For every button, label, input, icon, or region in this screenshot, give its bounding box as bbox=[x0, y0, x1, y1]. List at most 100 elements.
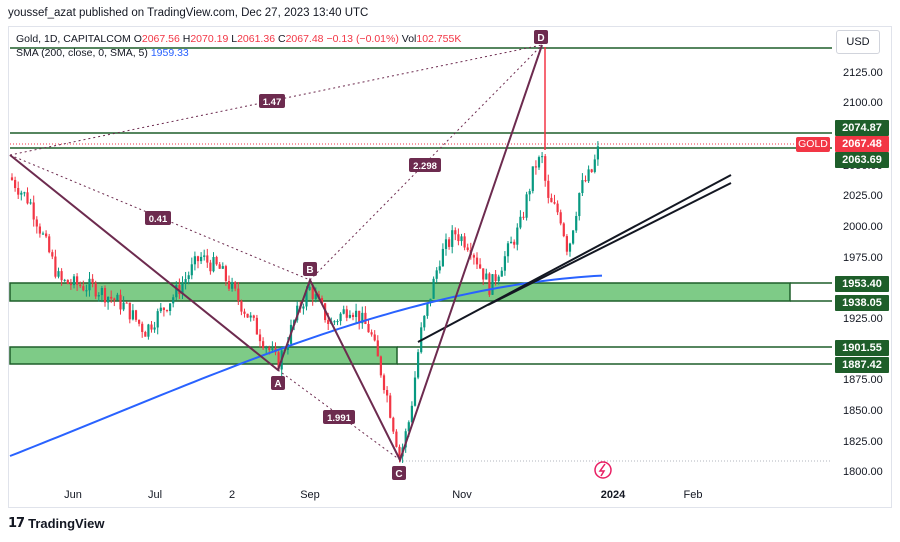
trend-channel-upper bbox=[417, 174, 732, 343]
candle-body bbox=[14, 179, 17, 189]
candle-body bbox=[506, 243, 510, 257]
candle-body bbox=[361, 312, 364, 324]
candle-body bbox=[392, 417, 395, 432]
candle-body bbox=[252, 315, 255, 318]
candle-body bbox=[128, 302, 131, 320]
ratio-2-label: 2.298 bbox=[413, 161, 437, 172]
candle-body bbox=[94, 283, 97, 297]
candle-body bbox=[35, 219, 38, 227]
candle-body bbox=[187, 275, 190, 280]
ratio-4-label: 1.991 bbox=[327, 413, 351, 424]
currency-selector[interactable]: USD bbox=[836, 30, 880, 54]
candle-body bbox=[41, 233, 45, 235]
candle-body bbox=[494, 274, 497, 282]
candle-body bbox=[413, 377, 417, 406]
legend-ohlc-row: Gold, 1D, CAPITALCOM O2067.56 H2070.19 L… bbox=[16, 33, 462, 45]
candle-body bbox=[596, 146, 599, 160]
candle-body bbox=[184, 279, 187, 283]
candle-body bbox=[373, 334, 376, 341]
candle-body bbox=[587, 169, 590, 182]
candle-body bbox=[209, 262, 212, 272]
tradingview-logo[interactable]: 17 TradingView bbox=[8, 516, 104, 531]
legend-change: −0.13 (−0.01%) bbox=[326, 33, 399, 45]
candle-body bbox=[364, 312, 367, 324]
candle-body bbox=[181, 282, 184, 295]
candle-body bbox=[190, 264, 193, 276]
candle-body bbox=[32, 202, 35, 220]
candle-body bbox=[528, 191, 531, 195]
candle-body bbox=[451, 230, 454, 247]
candle-body bbox=[355, 310, 358, 318]
candle-body bbox=[475, 257, 479, 265]
price-tick: 1875.00 bbox=[843, 374, 883, 386]
candle-body bbox=[581, 180, 584, 194]
ratio-1-label: 1.47 bbox=[263, 97, 282, 108]
legend-sma-label[interactable]: SMA (200, close, 0, SMA, 5) bbox=[16, 47, 148, 59]
trend-channel-lower bbox=[487, 182, 732, 306]
candle-body bbox=[153, 327, 156, 330]
chart-frame[interactable] bbox=[8, 26, 892, 508]
candle-body bbox=[119, 294, 122, 310]
candlestick-series bbox=[10, 47, 599, 463]
candle-body bbox=[510, 241, 513, 244]
candle-body bbox=[537, 157, 541, 168]
candle-body bbox=[336, 321, 339, 323]
candle-body bbox=[320, 297, 324, 304]
price-tick: 1800.00 bbox=[843, 466, 883, 478]
candle-body bbox=[175, 285, 178, 298]
candle-body bbox=[429, 298, 432, 304]
candle-body bbox=[246, 313, 249, 318]
candle-body bbox=[398, 446, 401, 457]
price-tick: 1850.00 bbox=[843, 405, 883, 417]
candle-body bbox=[237, 288, 240, 301]
pattern-dotted-xb bbox=[9, 154, 311, 281]
candle-body bbox=[590, 169, 593, 172]
candle-body bbox=[45, 233, 48, 237]
candle-body bbox=[147, 324, 150, 337]
candle-body bbox=[26, 192, 29, 204]
legend-high: 2070.19 bbox=[190, 33, 229, 45]
candle-body bbox=[575, 216, 578, 231]
candle-body bbox=[69, 283, 72, 286]
candle-body bbox=[255, 317, 258, 335]
candle-body bbox=[485, 273, 488, 280]
candle-body bbox=[82, 286, 85, 291]
candle-body bbox=[553, 202, 556, 204]
time-label: Jun bbox=[64, 489, 82, 501]
candle-body bbox=[562, 223, 565, 237]
candle-body bbox=[358, 310, 361, 324]
candle-body bbox=[203, 255, 206, 257]
point-a-label: A bbox=[274, 379, 281, 390]
candle-body bbox=[79, 284, 82, 287]
candle-body bbox=[497, 276, 500, 282]
candle-body bbox=[165, 310, 169, 312]
candle-body bbox=[296, 305, 299, 321]
candle-body bbox=[97, 295, 100, 297]
candle-body bbox=[277, 352, 280, 370]
candle-body bbox=[423, 315, 426, 328]
candle-body bbox=[370, 332, 373, 335]
candle-body bbox=[215, 257, 218, 265]
candle-body bbox=[91, 278, 94, 284]
price-axis[interactable]: 2125.00 2100.00 2050.00 2025.00 2000.00 … bbox=[833, 56, 893, 486]
candle-body bbox=[314, 294, 317, 299]
candle-body bbox=[541, 156, 544, 158]
legend-symbol[interactable]: Gold, 1D, CAPITALCOM bbox=[16, 33, 131, 45]
price-tick: 2000.00 bbox=[843, 221, 883, 233]
point-b-label: B bbox=[306, 265, 313, 276]
candle-body bbox=[162, 307, 165, 311]
candle-body bbox=[20, 192, 23, 195]
candle-body bbox=[519, 216, 522, 228]
candle-body bbox=[432, 278, 435, 299]
candle-body bbox=[169, 303, 172, 311]
candle-body bbox=[472, 255, 475, 258]
ratio-badge-3: 0.41 bbox=[145, 211, 171, 225]
candle-body bbox=[531, 166, 534, 192]
price-tick: 1825.00 bbox=[843, 436, 883, 448]
candle-body bbox=[516, 227, 519, 245]
candle-body bbox=[417, 352, 420, 378]
candle-body bbox=[268, 347, 271, 350]
candle-body bbox=[107, 296, 110, 303]
candle-body bbox=[38, 226, 41, 234]
